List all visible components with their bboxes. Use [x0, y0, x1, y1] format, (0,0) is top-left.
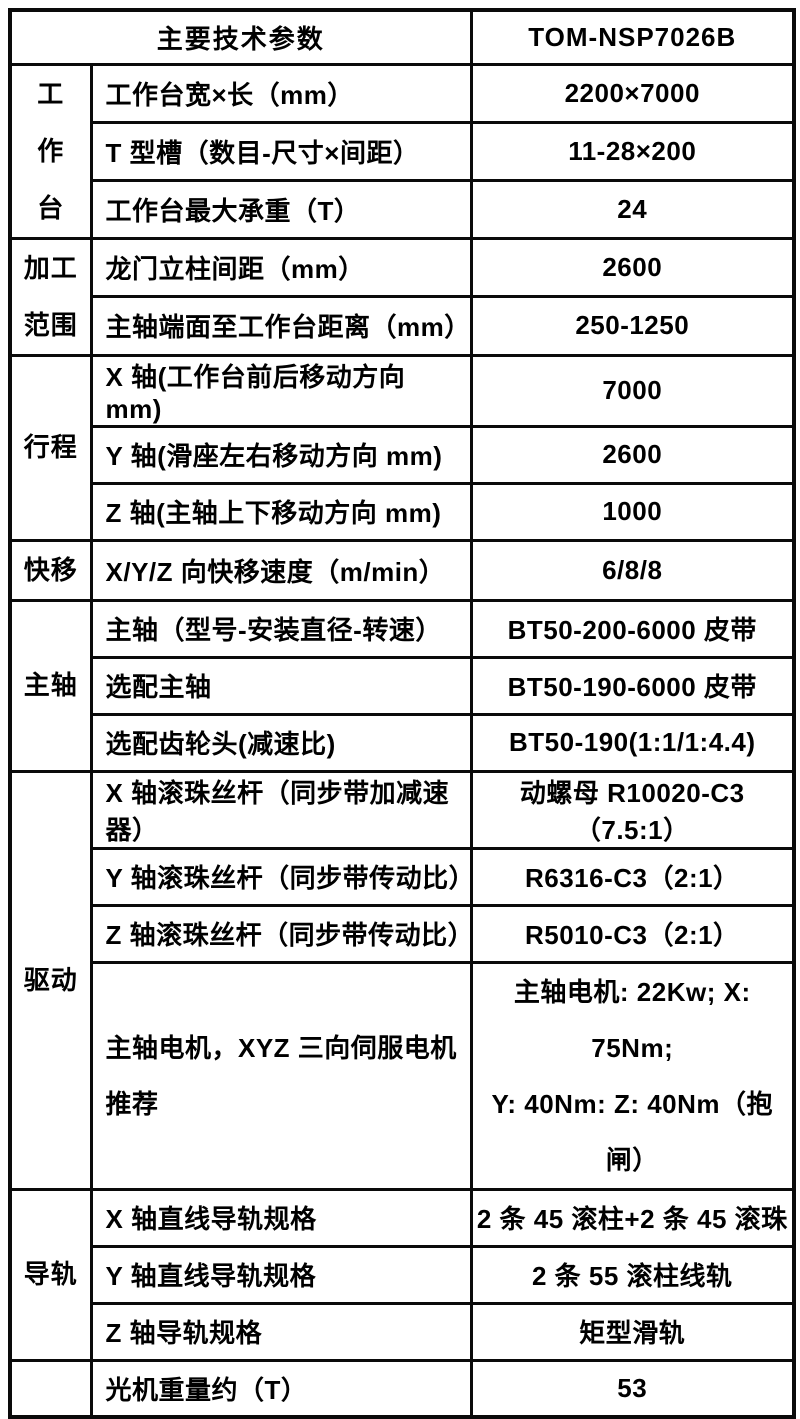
- table-row: Y 轴直线导轨规格 2 条 55 滚柱线轨: [10, 1244, 796, 1305]
- table-row: Z 轴滚珠丝杆（同步带传动比） R5010-C3（2:1）: [10, 903, 796, 964]
- table-row: 驱动 X 轴滚珠丝杆（同步带加减速器） 动螺母 R10020-C3（7.5:1）: [8, 769, 796, 1191]
- value-cell: 动螺母 R10020-C3（7.5:1）: [469, 769, 796, 850]
- group-cell-drive: 驱动: [8, 769, 93, 1191]
- group-cell-worktable: 工 作 台: [8, 62, 93, 240]
- group-cell-travel: 行程: [8, 353, 93, 542]
- table-row: Z 轴(主轴上下移动方向 mm) 1000: [10, 481, 796, 542]
- param-cell: 选配主轴: [89, 655, 473, 716]
- group-label: 主轴: [23, 670, 78, 700]
- group-label: 驱动: [23, 964, 78, 995]
- group-cell-guideway: 导轨: [8, 1187, 93, 1362]
- param-cell: Z 轴导轨规格: [89, 1301, 473, 1362]
- table-row: 行程 X 轴(工作台前后移动方向 mm) 7000: [8, 353, 796, 542]
- table-row: 主轴端面至工作台距离（mm） 250-1250: [10, 295, 796, 357]
- param-cell: Z 轴滚珠丝杆（同步带传动比）: [89, 903, 473, 964]
- value-cell: 矩型滑轨: [469, 1301, 796, 1362]
- table-header-row: 主要技术参数 TOM-NSP7026B: [8, 8, 796, 66]
- param-cell: Z 轴(主轴上下移动方向 mm): [89, 481, 473, 542]
- table-row: 工作台最大承重（T） 24: [10, 178, 796, 240]
- group-label: 加工 范围: [23, 252, 78, 340]
- table-row: 光机重量约（T） 53: [8, 1358, 796, 1419]
- group-cell-empty: [8, 1358, 93, 1419]
- param-cell: 选配齿轮头(减速比): [89, 712, 473, 773]
- param-cell: X 轴直线导轨规格: [89, 1187, 473, 1248]
- value-cell: 250-1250: [469, 295, 796, 357]
- group-cell-spindle: 主轴: [8, 598, 93, 773]
- param-cell: 工作台宽×长（mm）: [89, 62, 473, 124]
- table-row: 导轨 X 轴直线导轨规格 2 条 45 滚柱+2 条 45 滚珠: [8, 1187, 796, 1362]
- param-cell: X 轴滚珠丝杆（同步带加减速器）: [89, 769, 473, 850]
- param-cell: 主轴电机，XYZ 三向伺服电机推荐: [89, 960, 473, 1191]
- value-cell: 53: [469, 1358, 796, 1419]
- group-label: 导轨: [23, 1259, 78, 1289]
- group-label: 行程: [23, 432, 78, 462]
- table-row: 主轴 主轴（型号-安装直径-转速） BT50-200-6000 皮带: [8, 598, 796, 773]
- param-cell: 主轴（型号-安装直径-转速）: [89, 598, 473, 659]
- value-cell: R5010-C3（2:1）: [469, 903, 796, 964]
- param-cell: 光机重量约（T）: [89, 1358, 473, 1419]
- value-cell: BT50-190-6000 皮带: [469, 655, 796, 716]
- param-cell: Y 轴滚珠丝杆（同步带传动比）: [89, 846, 473, 907]
- group-label: 工 作 台: [37, 78, 65, 223]
- group-cell-rapid-feed: 快移: [8, 538, 93, 602]
- value-cell: 6/8/8: [469, 538, 796, 602]
- value-cell: BT50-190(1:1/1:4.4): [469, 712, 796, 773]
- value-cell: BT50-200-6000 皮带: [469, 598, 796, 659]
- param-cell: 工作台最大承重（T）: [89, 178, 473, 240]
- value-cell: 11-28×200: [469, 120, 796, 182]
- table-row: 工 作 台 工作台宽×长（mm） 2200×7000: [8, 62, 796, 240]
- value-cell: 2200×7000: [469, 62, 796, 124]
- table-row: 加工 范围 龙门立柱间距（mm） 2600: [8, 236, 796, 357]
- table-row: T 型槽（数目-尺寸×间距） 11-28×200: [10, 120, 796, 182]
- param-cell: 龙门立柱间距（mm）: [89, 236, 473, 298]
- spec-table: 主要技术参数 TOM-NSP7026B 工 作 台 工作台宽×长（mm） 220…: [8, 8, 797, 1419]
- param-cell: X 轴(工作台前后移动方向 mm): [89, 353, 473, 428]
- table-row: Y 轴滚珠丝杆（同步带传动比） R6316-C3（2:1）: [10, 846, 796, 907]
- value-cell: 2600: [469, 236, 796, 298]
- value-cell: 2 条 55 滚柱线轨: [469, 1244, 796, 1305]
- value-cell: 2 条 45 滚柱+2 条 45 滚珠: [469, 1187, 796, 1248]
- param-cell: 主轴端面至工作台距离（mm）: [89, 295, 473, 357]
- table-row: Y 轴(滑座左右移动方向 mm) 2600: [10, 424, 796, 485]
- table-row: 快移 X/Y/Z 向快移速度（m/min） 6/8/8: [8, 538, 796, 602]
- value-cell: 主轴电机: 22Kw; X: 75Nm; Y: 40Nm: Z: 40Nm（抱闸…: [469, 960, 796, 1191]
- table-row: 选配主轴 BT50-190-6000 皮带: [10, 655, 796, 716]
- table-row: 主轴电机，XYZ 三向伺服电机推荐 主轴电机: 22Kw; X: 75Nm; Y…: [10, 960, 796, 1191]
- header-title-cell: 主要技术参数: [8, 8, 473, 66]
- spec-sheet-page: 主要技术参数 TOM-NSP7026B 工 作 台 工作台宽×长（mm） 220…: [8, 8, 797, 1419]
- value-cell: 7000: [469, 353, 796, 428]
- value-cell: R6316-C3（2:1）: [469, 846, 796, 907]
- value-cell: 1000: [469, 481, 796, 542]
- group-label: 快移: [23, 554, 78, 585]
- header-model-cell: TOM-NSP7026B: [469, 8, 796, 66]
- table-row: Z 轴导轨规格 矩型滑轨: [10, 1301, 796, 1362]
- value-cell: 24: [469, 178, 796, 240]
- param-cell: T 型槽（数目-尺寸×间距）: [89, 120, 473, 182]
- value-multiline: 主轴电机: 22Kw; X: 75Nm; Y: 40Nm: Z: 40Nm（抱闸…: [491, 976, 774, 1175]
- group-cell-machining-range: 加工 范围: [8, 236, 93, 357]
- table-row: 选配齿轮头(减速比) BT50-190(1:1/1:4.4): [10, 712, 796, 773]
- param-cell: Y 轴(滑座左右移动方向 mm): [89, 424, 473, 485]
- param-cell: X/Y/Z 向快移速度（m/min）: [89, 538, 473, 602]
- param-cell: Y 轴直线导轨规格: [89, 1244, 473, 1305]
- value-cell: 2600: [469, 424, 796, 485]
